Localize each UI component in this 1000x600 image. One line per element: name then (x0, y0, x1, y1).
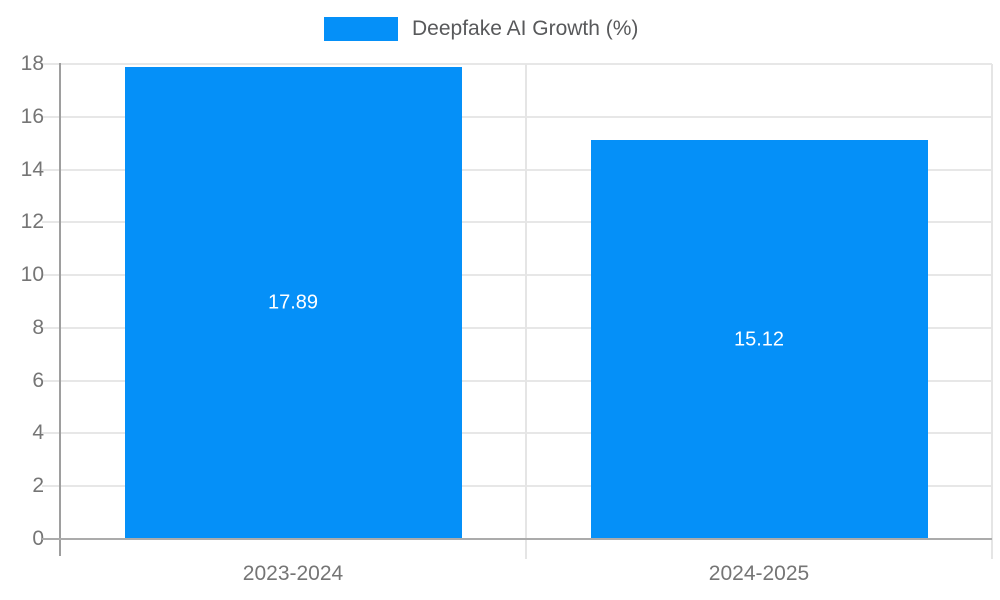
chart-legend: Deepfake AI Growth (%) (324, 17, 638, 41)
gridline (42, 432, 992, 435)
y-axis-tick-label: 14 (20, 157, 44, 181)
bar-value-label: 17.89 (267, 291, 319, 314)
gridline (42, 326, 992, 329)
x-axis-line (42, 538, 992, 540)
legend-swatch-icon (324, 17, 398, 41)
y-axis-tick-label: 4 (32, 421, 44, 445)
y-axis-tick-label: 16 (20, 104, 44, 128)
bar-2023-2024 (124, 66, 462, 539)
y-axis-tick-label: 8 (32, 315, 44, 339)
y-axis-line (59, 63, 61, 556)
x-axis-category-label: 2023-2024 (242, 562, 344, 585)
y-axis-tick-label: 0 (32, 527, 44, 550)
bar-value-label: 15.12 (733, 328, 785, 350)
gridline (42, 168, 992, 171)
bar-2024-2025 (590, 140, 928, 539)
plot-right-border (991, 64, 993, 559)
gridline (42, 485, 992, 488)
gridline (42, 63, 992, 65)
x-axis-category-label: 2024-2025 (708, 562, 810, 585)
y-axis-tick-label: 18 (20, 52, 44, 75)
gridline (42, 221, 992, 224)
gridline (42, 274, 992, 277)
gridline (42, 115, 992, 118)
y-axis-tick-label: 2 (32, 474, 44, 498)
gridline (42, 379, 992, 382)
legend-label: Deepfake AI Growth (%) (412, 17, 639, 40)
category-separator-line (525, 64, 527, 559)
y-axis-tick-label: 10 (20, 263, 44, 287)
y-axis-tick-label: 6 (32, 368, 44, 392)
y-axis-tick-label: 12 (20, 210, 44, 234)
